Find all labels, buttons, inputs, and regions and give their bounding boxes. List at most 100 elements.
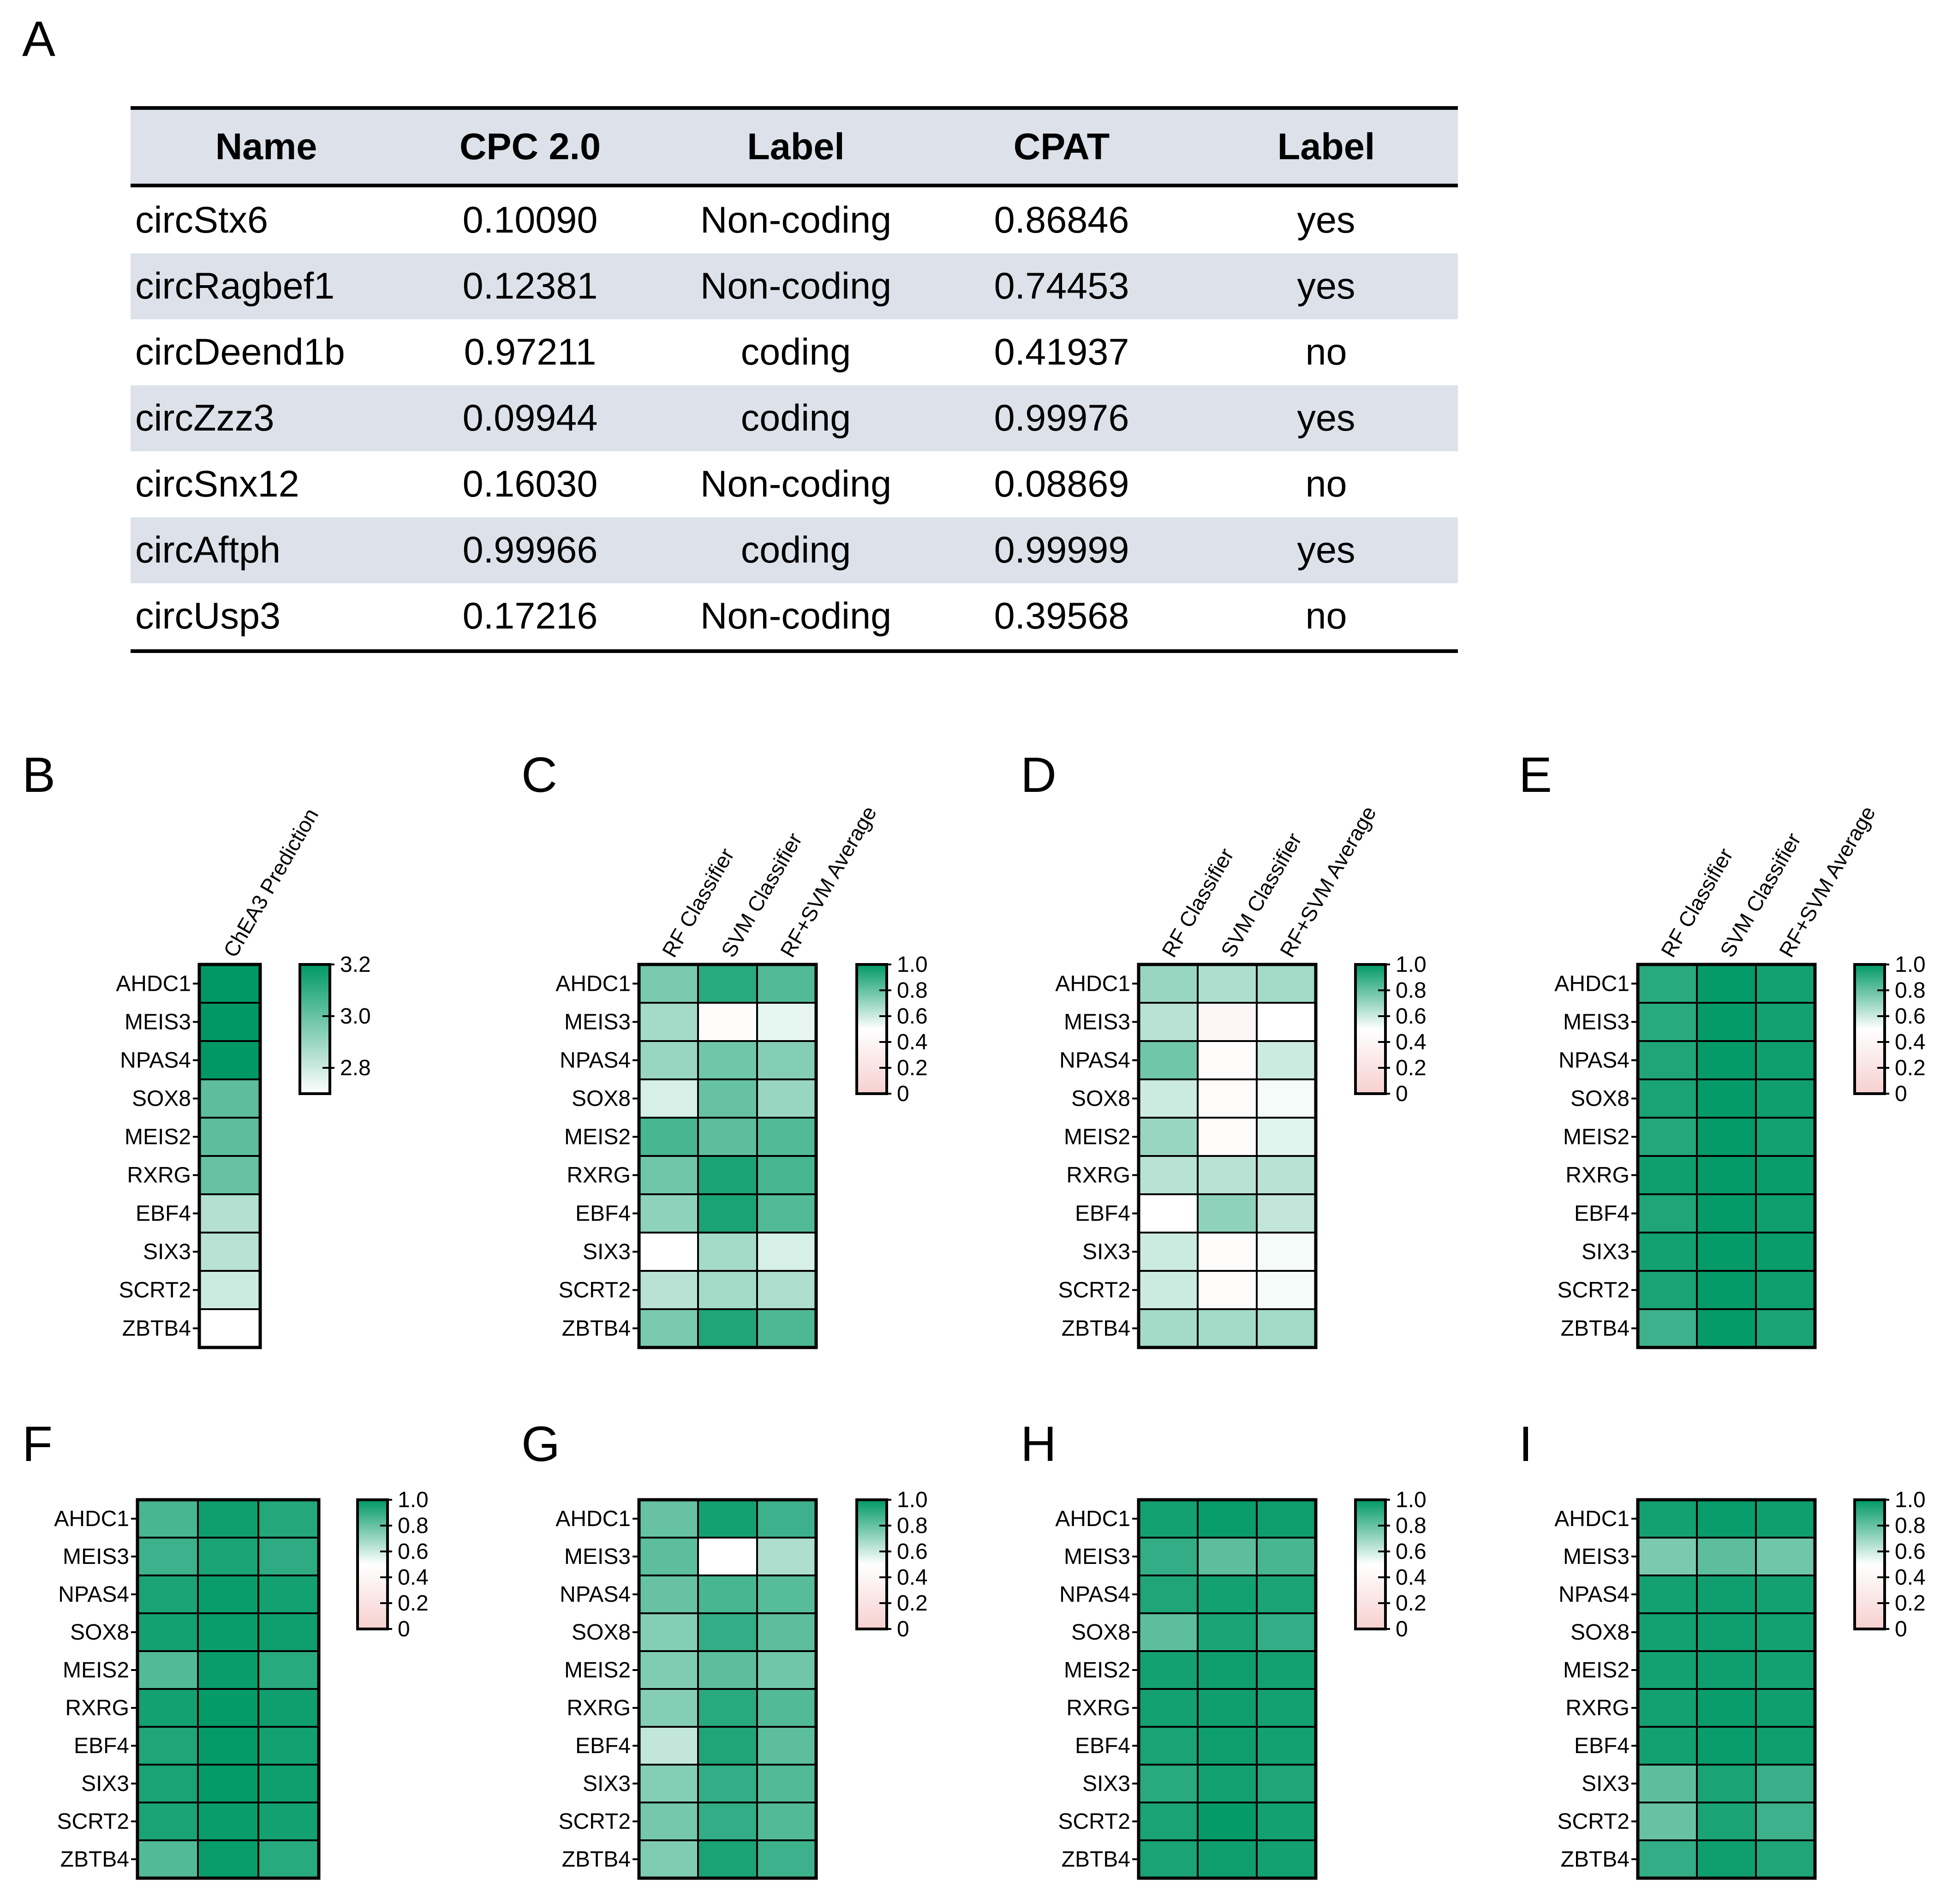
colorbar [1853,1498,1886,1630]
heatmap-cell [1755,1270,1816,1310]
colorbar-tick-label: 0.4 [1396,1565,1427,1590]
colorbar-tick-label: 1.0 [897,1488,928,1512]
colorbar-tick-label: 3.0 [340,1004,371,1029]
colorbar-tick-label: 0.2 [398,1591,429,1616]
row-label: SCRT2 [1058,1278,1131,1303]
cell-cpat: 0.99999 [994,529,1129,571]
row-label: SCRT2 [1058,1809,1131,1834]
heatmap-cell [1755,1232,1816,1272]
heatmap-cell [257,1537,320,1576]
heatmap-cell [697,1764,758,1803]
heatmap-cell [1197,1499,1258,1539]
heatmap-border [136,1498,321,1880]
heatmap-cell [1755,1308,1816,1348]
heatmap-cell [1197,1117,1258,1157]
row-label: MEIS3 [564,1545,631,1569]
heatmap-cell [1637,1308,1698,1348]
heatmap-border [637,1498,818,1880]
heatmap-cell [1256,1002,1317,1042]
cell-cpc: 0.09944 [462,397,598,439]
heatmap-cell [198,1232,261,1272]
cell-cpat-label: yes [1297,265,1355,307]
cell-name: circSnx12 [135,463,299,505]
row-label: ZBTB4 [1062,1317,1130,1341]
heatmap-cell [1197,1688,1258,1728]
heatmap-cell [198,1308,261,1348]
cell-cpat: 0.39568 [994,595,1129,637]
heatmap-cell [137,1499,199,1539]
heatmap-cell [1256,1764,1317,1803]
row-label: EBF4 [1075,1202,1130,1226]
heatmap-cell [1197,1078,1258,1119]
colorbar [855,1498,888,1630]
colorbar-tick-label: 0.6 [897,1539,928,1564]
heatmap-cell [197,1612,259,1652]
heatmap-cell [638,1040,699,1080]
heatmap-cell [1138,1078,1199,1119]
heatmap-cell [1696,1688,1757,1728]
colorbar-tick-label: 0.2 [1396,1591,1427,1616]
colorbar-tick-label: 0 [1396,1617,1408,1641]
colorbar-tick-label: 0 [1895,1617,1907,1641]
heatmap-cell [697,1193,758,1233]
heatmap-cell [1637,964,1698,1004]
colorbar-tick-label: 0.8 [1895,1514,1926,1538]
panel-letter-a: A [22,11,56,66]
heatmap-cell [1696,1499,1757,1539]
heatmap-cell [638,1764,699,1803]
heatmap-cell [198,1193,261,1233]
heatmap-cell [1637,1232,1698,1272]
heatmap-cell [756,1193,817,1233]
row-label: RXRG [1066,1163,1130,1188]
heatmap-cell [1256,964,1317,1004]
heatmap-cell [756,1308,817,1348]
row-label: NPAS4 [1059,1048,1130,1073]
heatmap-cell [197,1575,259,1614]
cell-cpat: 0.41937 [994,331,1129,373]
cell-cpc-label: Non-coding [700,199,892,241]
heatmap-cell [1138,1764,1199,1803]
heatmap-cell [697,1499,758,1539]
heatmap-cell [697,1650,758,1690]
row-label: SIX3 [583,1240,631,1264]
colorbar [1354,963,1387,1095]
row-label: SCRT2 [119,1278,191,1303]
heatmap-cell [1696,1537,1757,1576]
heatmap-cell [697,1308,758,1348]
cell-cpat: 0.86846 [994,199,1129,241]
heatmap-cell [1696,1193,1757,1233]
row-label: SIX3 [1582,1772,1630,1796]
heatmap-cell [1696,1232,1757,1272]
heatmap-cell [1696,1002,1757,1042]
row-label: AHDC1 [1554,1507,1630,1531]
colorbar-tick-label: 0.6 [398,1539,429,1564]
heatmap-cell [1755,1764,1816,1803]
heatmap-cell [1197,1537,1258,1576]
heatmap-cell [1256,1612,1317,1652]
heatmap-cell [1256,1499,1317,1539]
column-label: RF+SVM Average [1774,802,1880,961]
heatmap-cell [1755,1499,1816,1539]
heatmap-cell [1755,1078,1816,1119]
heatmap-border [637,963,818,1349]
row-label: RXRG [567,1163,631,1188]
cell-cpat: 0.74453 [994,265,1129,307]
heatmap-cell [756,1650,817,1690]
row-label: MEIS2 [63,1658,129,1682]
heatmap-cell [756,1499,817,1539]
heatmap-cell [1696,964,1757,1004]
table-row: circDeend1b 0.97211 coding 0.41937 no [131,319,1458,385]
heatmap-cell [1755,1802,1816,1841]
heatmap-cell [1256,1650,1317,1690]
row-label: ZBTB4 [1062,1847,1130,1872]
heatmap-cell [198,1002,261,1042]
heatmap-cell [638,1117,699,1157]
row-label: MEIS3 [1563,1545,1630,1569]
heatmap-cell [756,1575,817,1614]
colorbar-tick-label: 0.8 [1396,978,1427,1003]
heatmap-cell [1256,1040,1317,1080]
row-label: MEIS3 [1563,1010,1630,1035]
heatmap-cell [756,1117,817,1157]
heatmap-cell [257,1612,320,1652]
colorbar-tick-label: 0.8 [1895,978,1926,1003]
